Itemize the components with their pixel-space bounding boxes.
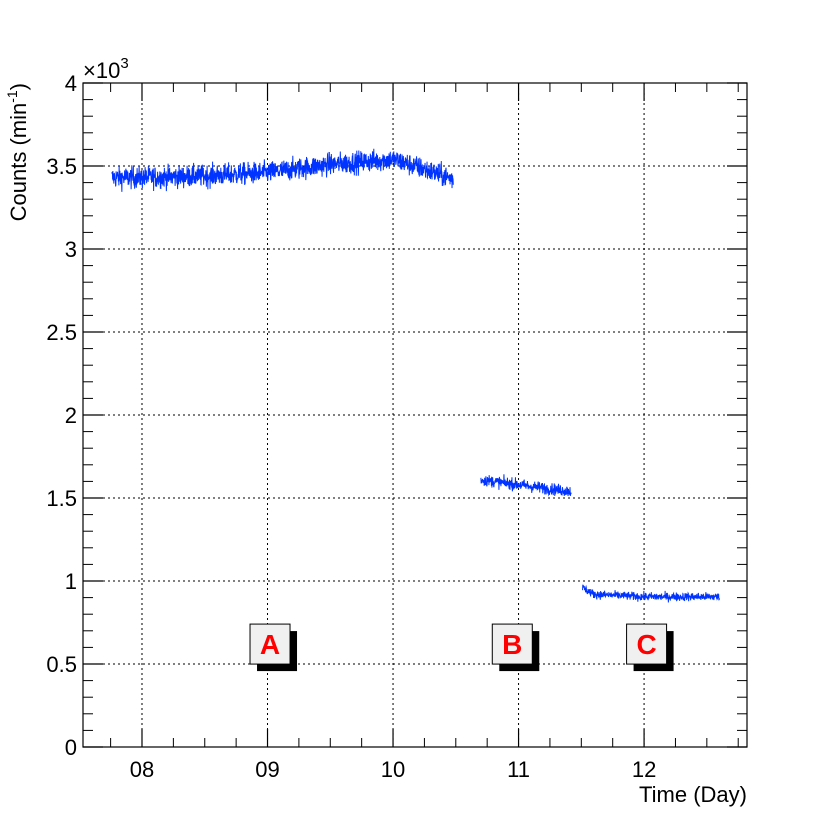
annotation-box <box>249 623 291 665</box>
annotation-box <box>491 623 533 665</box>
x-tick-label: 10 <box>381 757 405 782</box>
y-axis-multiplier: ×103 <box>83 55 129 83</box>
y-tick-label: 0 <box>65 735 77 760</box>
x-tick-label: 08 <box>130 757 154 782</box>
annotation-label: A <box>260 629 280 660</box>
y-axis-title-sup: -1 <box>4 90 20 103</box>
x-tick-label: 09 <box>255 757 279 782</box>
x-tick-label: 11 <box>507 757 530 782</box>
annotation-label: C <box>636 629 656 660</box>
y-multiplier-base: ×10 <box>83 58 120 83</box>
annotation-B: B <box>491 623 540 672</box>
y-axis-title: Counts (min-1) <box>4 83 31 221</box>
annotation-C: C <box>626 623 674 672</box>
y-tick-label: 1.5 <box>46 486 77 511</box>
x-axis-title: Time (Day) <box>639 782 747 807</box>
annotation-box <box>626 623 668 665</box>
series-line-2 <box>480 474 572 497</box>
series-line-1 <box>111 148 454 192</box>
annotation-label: B <box>502 629 522 660</box>
tick-labels: 08 09 10 11 12 0 0.5 1 1.5 2 2.5 3 3.5 4 <box>46 71 656 782</box>
x-tick-label: 12 <box>632 757 656 782</box>
y-axis-title-main: Counts (min <box>6 103 31 222</box>
y-tick-label: 4 <box>65 71 77 96</box>
annotation-A: A <box>249 623 298 672</box>
y-tick-label: 0.5 <box>46 652 77 677</box>
y-tick-label: 2.5 <box>46 320 77 345</box>
data-series <box>111 148 720 603</box>
axis-ticks <box>83 82 747 748</box>
y-tick-label: 3.5 <box>46 154 77 179</box>
y-tick-label: 1 <box>65 569 77 594</box>
annotations: A B C <box>249 623 674 672</box>
y-multiplier-exp: 3 <box>120 55 128 72</box>
series-line-3 <box>582 584 720 603</box>
y-tick-label: 2 <box>65 403 77 428</box>
y-axis-title-tail: ) <box>6 83 31 90</box>
y-tick-label: 3 <box>65 237 77 262</box>
